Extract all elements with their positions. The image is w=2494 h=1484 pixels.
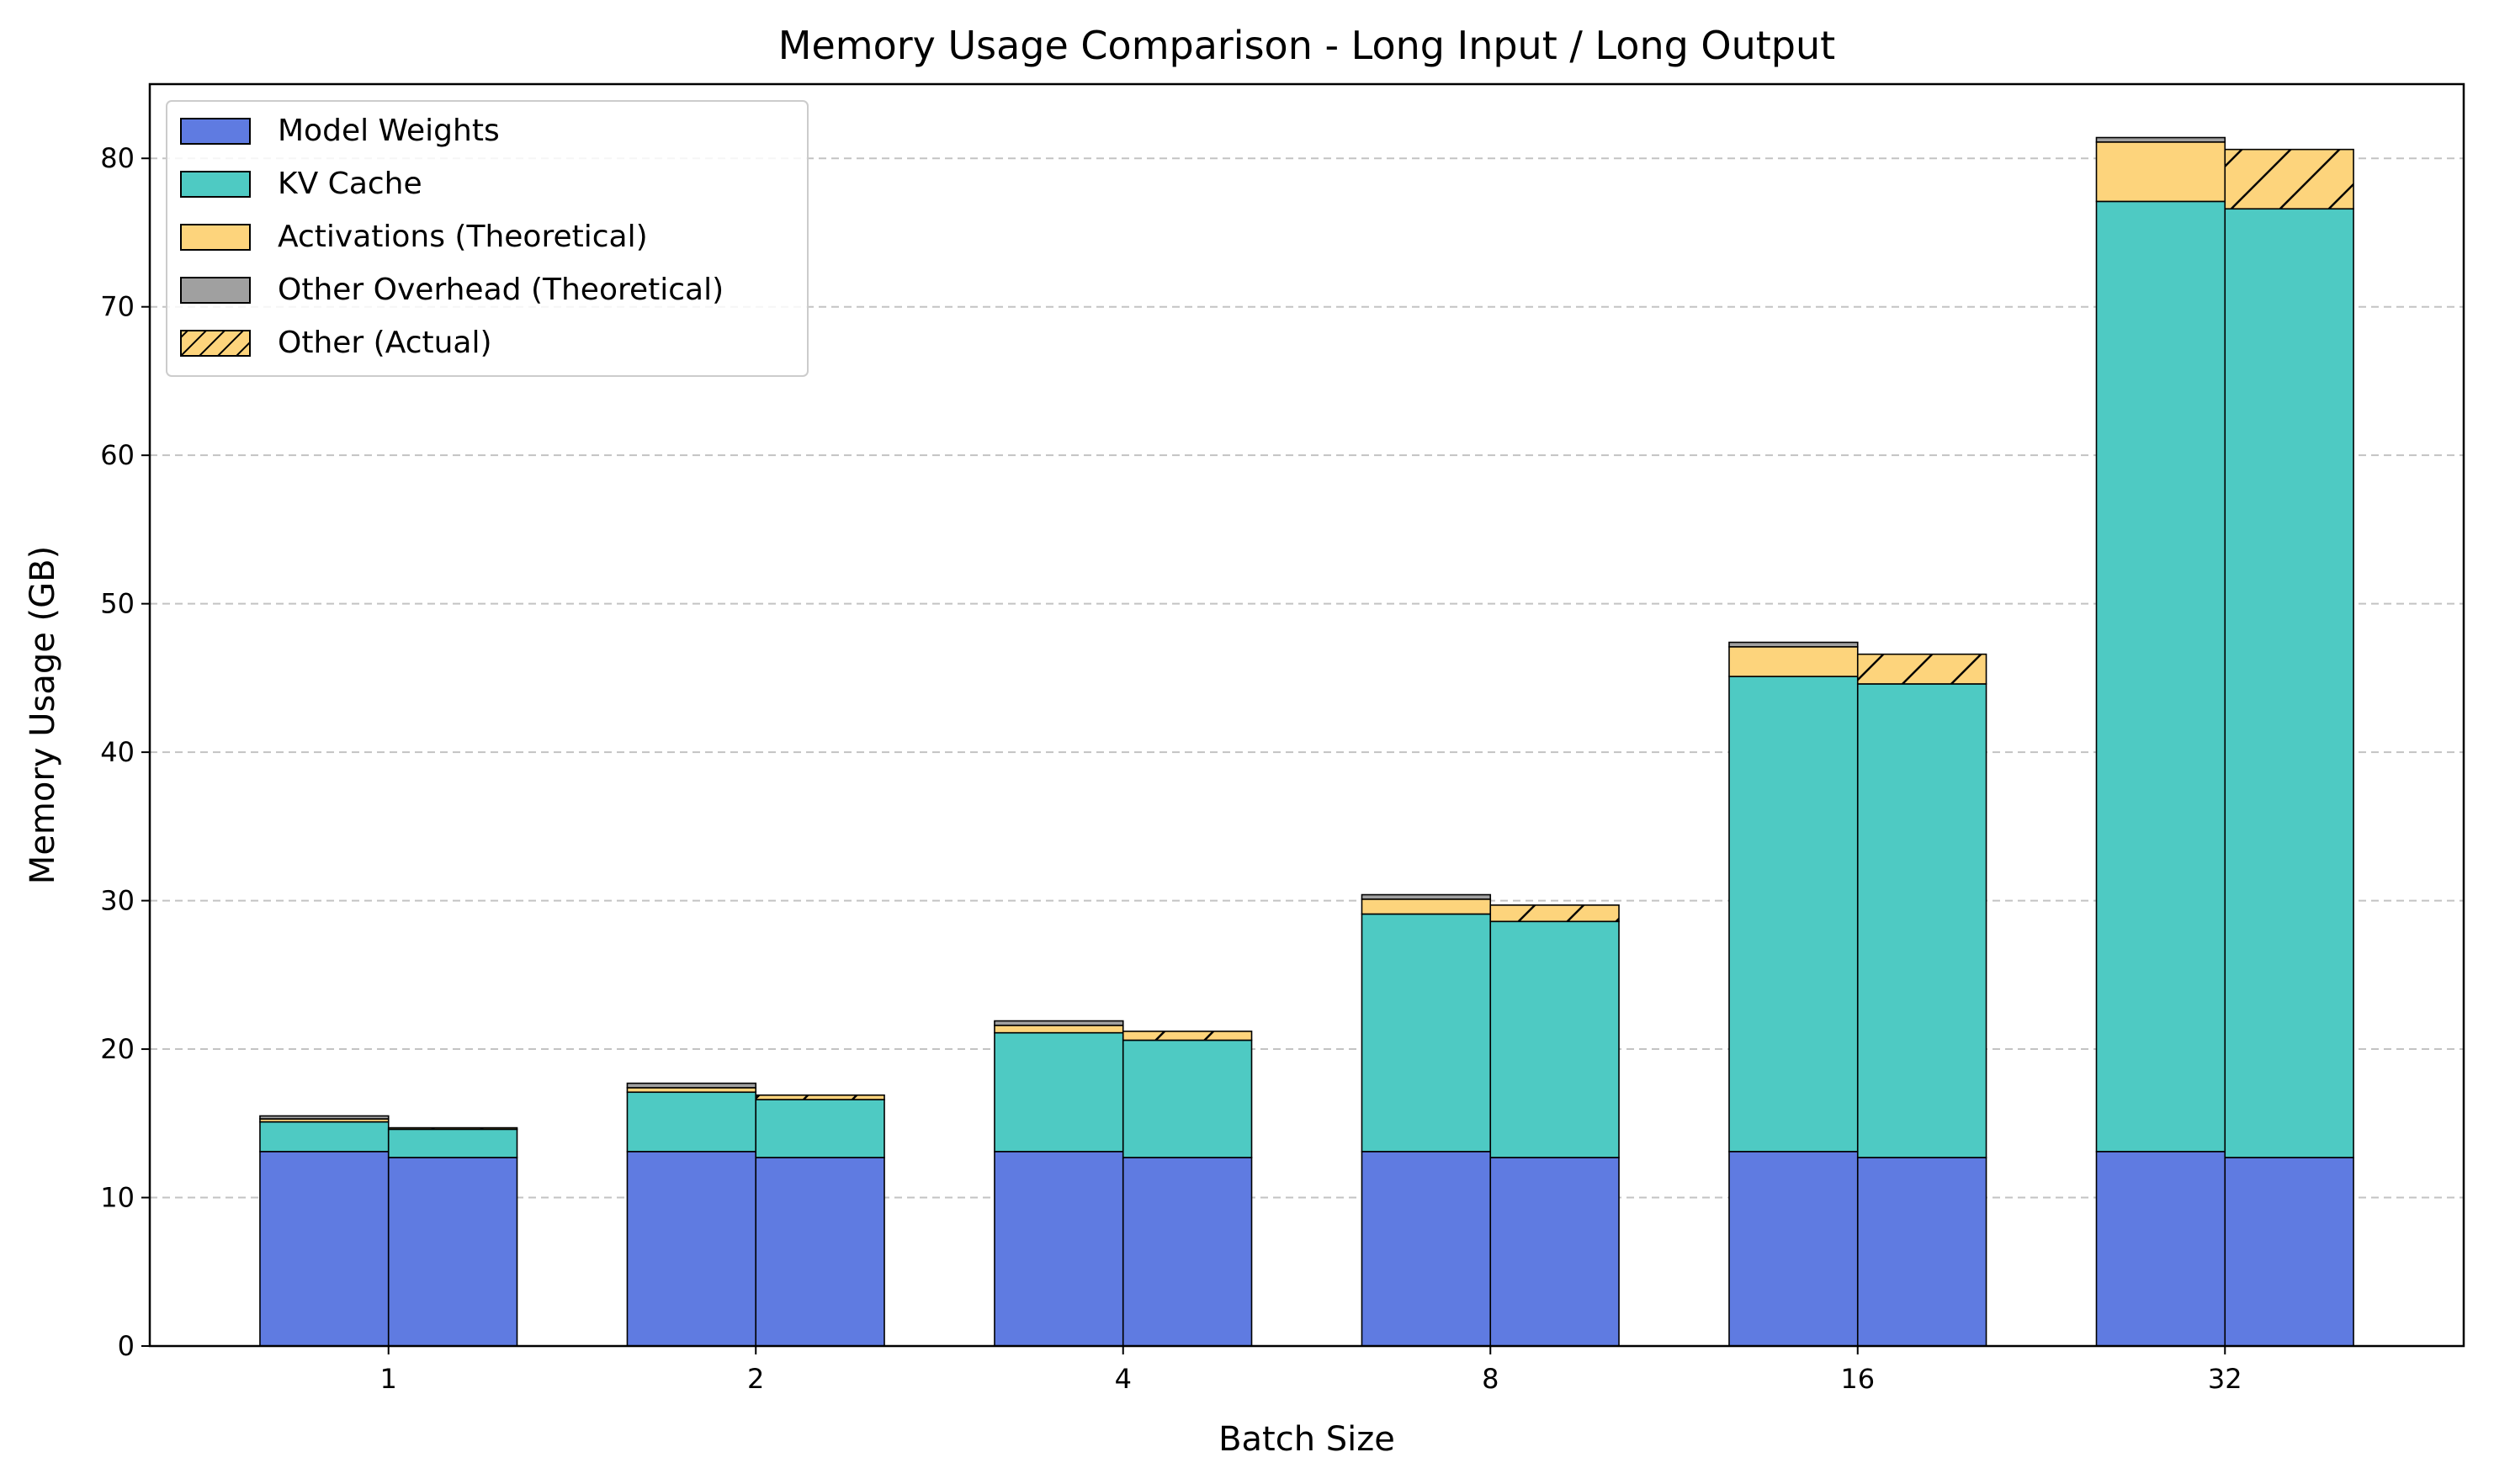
bar-actual-other-actual-batch-1 — [387, 1126, 518, 1131]
bar-theoretical-activations-theoretical-batch-32 — [2095, 141, 2226, 203]
legend-label-other_theoretical: Other Overhead (Theoretical) — [278, 273, 724, 307]
bar-actual-model-weights-batch-4 — [1122, 1157, 1253, 1347]
legend-label-kv: KV Cache — [278, 167, 422, 201]
bar-actual-kv-cache-batch-16 — [1856, 683, 1987, 1158]
bar-actual-other-actual-batch-2 — [755, 1094, 885, 1100]
bar-theoretical-other-overhead-theoretical-batch-2 — [626, 1082, 757, 1089]
bar-actual-kv-cache-batch-1 — [387, 1128, 518, 1158]
x-tick-label-16: 16 — [1840, 1363, 1875, 1395]
y-tick-label-60: 60 — [100, 439, 135, 471]
bar-theoretical-kv-cache-batch-1 — [259, 1121, 390, 1153]
bar-theoretical-kv-cache-batch-8 — [1361, 913, 1492, 1153]
legend: Model Weights KV Cache Activations (Theore… — [166, 100, 809, 377]
bar-actual-other-actual-batch-8 — [1489, 904, 1620, 923]
bar-theoretical-model-weights-batch-4 — [994, 1151, 1124, 1347]
bar-actual-kv-cache-batch-32 — [2224, 208, 2354, 1158]
x-axis-label: Batch Size — [1218, 1420, 1395, 1459]
legend-swatch-kv — [180, 171, 251, 198]
legend-swatch-other_actual — [180, 330, 251, 357]
bar-actual-other-actual-batch-32 — [2224, 148, 2354, 210]
bar-actual-kv-cache-batch-4 — [1122, 1039, 1253, 1158]
bar-theoretical-model-weights-batch-2 — [626, 1151, 757, 1347]
bar-actual-other-actual-batch-16 — [1856, 653, 1987, 685]
bar-theoretical-activations-theoretical-batch-4 — [994, 1025, 1124, 1034]
bar-actual-model-weights-batch-8 — [1489, 1157, 1620, 1347]
bar-theoretical-kv-cache-batch-4 — [994, 1031, 1124, 1153]
bar-theoretical-kv-cache-batch-32 — [2095, 200, 2226, 1153]
bar-theoretical-kv-cache-batch-16 — [1728, 676, 1859, 1153]
plot-frame — [148, 82, 2465, 1348]
bar-actual-other-actual-batch-4 — [1122, 1031, 1253, 1041]
bar-theoretical-model-weights-batch-32 — [2095, 1151, 2226, 1347]
y-tick-label-0: 0 — [118, 1330, 135, 1362]
x-tick-label-8: 8 — [1482, 1363, 1499, 1395]
y-tick-label-30: 30 — [100, 885, 135, 917]
y-tick-label-80: 80 — [100, 142, 135, 174]
legend-swatch-weights — [180, 118, 251, 145]
legend-label-other_actual: Other (Actual) — [278, 326, 492, 360]
bar-theoretical-activations-theoretical-batch-8 — [1361, 898, 1492, 915]
y-tick-label-70: 70 — [100, 291, 135, 323]
y-axis-label: Memory Usage (GB) — [24, 546, 62, 884]
bar-theoretical-model-weights-batch-16 — [1728, 1151, 1859, 1347]
x-axis-ticks: 1 2 4 8 16 32 — [380, 1346, 2242, 1395]
y-tick-label-10: 10 — [100, 1182, 135, 1214]
legend-swatch-other_theoretical — [180, 277, 251, 304]
x-tick-label-2: 2 — [747, 1363, 764, 1395]
bar-theoretical-model-weights-batch-1 — [259, 1151, 390, 1347]
legend-swatch-activations — [180, 224, 251, 251]
bar-actual-model-weights-batch-1 — [387, 1157, 518, 1347]
bar-actual-model-weights-batch-2 — [755, 1157, 885, 1347]
x-tick-label-32: 32 — [2208, 1363, 2242, 1395]
bar-actual-model-weights-batch-32 — [2224, 1157, 2354, 1347]
bar-theoretical-other-overhead-theoretical-batch-16 — [1728, 641, 1859, 648]
bar-actual-kv-cache-batch-8 — [1489, 920, 1620, 1158]
legend-label-weights: Model Weights — [278, 114, 500, 148]
y-tick-label-50: 50 — [100, 588, 135, 620]
bar-theoretical-kv-cache-batch-2 — [626, 1091, 757, 1153]
bar-theoretical-other-overhead-theoretical-batch-4 — [994, 1020, 1124, 1026]
y-tick-label-40: 40 — [100, 736, 135, 768]
chart-title: Memory Usage Comparison - Long Input / L… — [778, 23, 1835, 68]
legend-label-activations: Activations (Theoretical) — [278, 220, 648, 254]
x-tick-label-1: 1 — [380, 1363, 397, 1395]
y-axis-ticks: 0 10 20 30 40 50 60 70 80 — [100, 142, 150, 1362]
bar-actual-model-weights-batch-16 — [1856, 1157, 1987, 1347]
bar-theoretical-model-weights-batch-8 — [1361, 1151, 1492, 1347]
y-tick-label-20: 20 — [100, 1033, 135, 1065]
bar-theoretical-activations-theoretical-batch-16 — [1728, 646, 1859, 677]
bar-theoretical-other-overhead-theoretical-batch-1 — [259, 1115, 390, 1120]
bar-theoretical-other-overhead-theoretical-batch-8 — [1361, 893, 1492, 900]
bars-layer — [259, 136, 2354, 1347]
x-tick-label-4: 4 — [1115, 1363, 1132, 1395]
legend-box — [166, 100, 809, 377]
bar-theoretical-other-overhead-theoretical-batch-32 — [2095, 136, 2226, 143]
bar-actual-kv-cache-batch-2 — [755, 1099, 885, 1158]
